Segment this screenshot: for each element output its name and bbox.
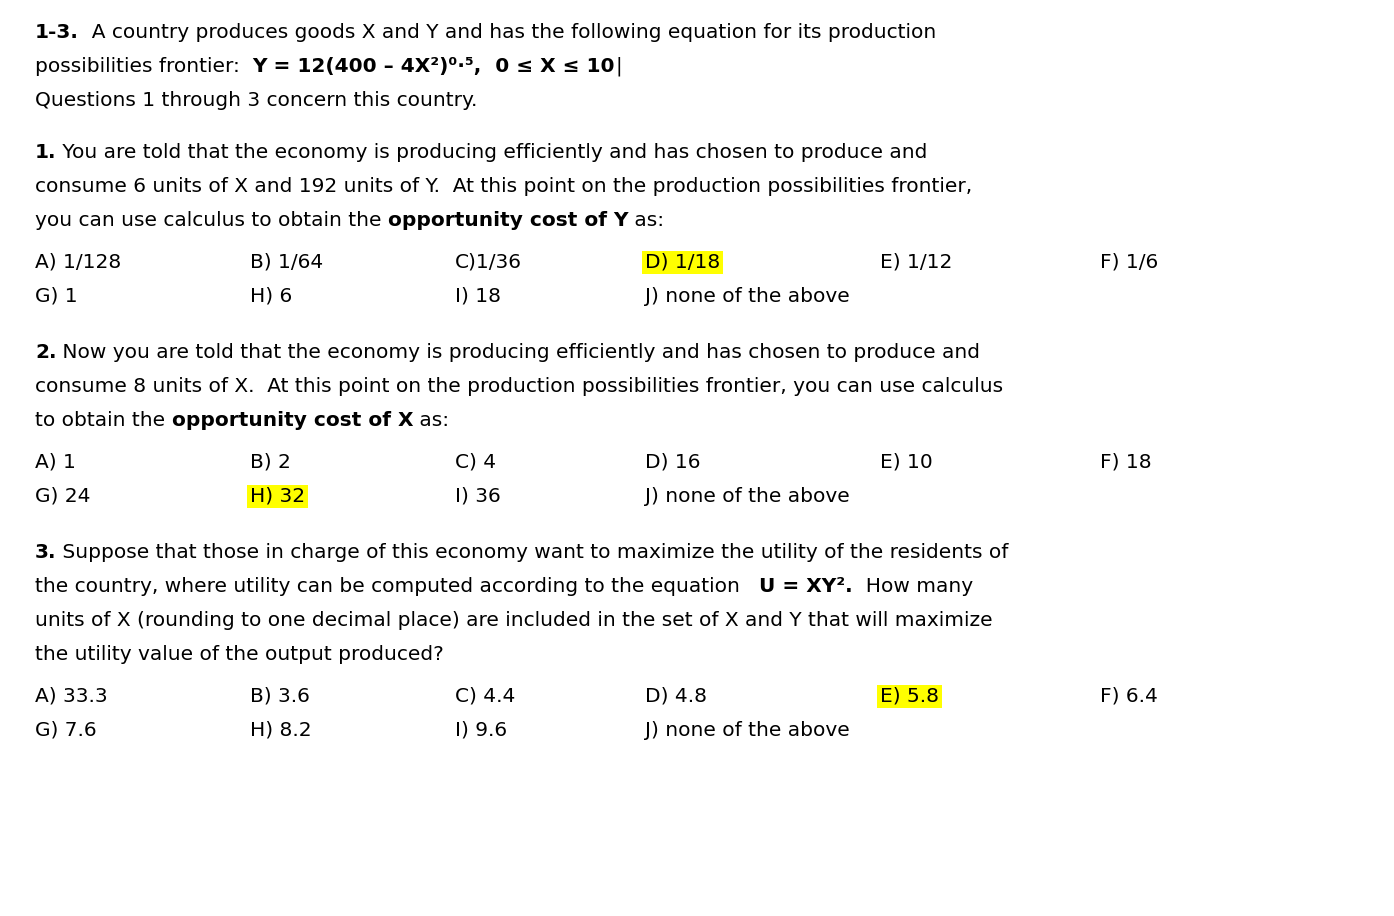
Text: Suppose that those in charge of this economy want to maximize the utility of the: Suppose that those in charge of this eco… (57, 543, 1009, 562)
Text: H) 8.2: H) 8.2 (250, 721, 312, 740)
Text: I) 9.6: I) 9.6 (454, 721, 507, 740)
Text: C) 4.4: C) 4.4 (454, 687, 516, 706)
Text: E) 1/12: E) 1/12 (880, 253, 952, 272)
Text: A) 33.3: A) 33.3 (35, 687, 107, 706)
Text: How many: How many (853, 577, 973, 596)
Text: E) 10: E) 10 (880, 453, 933, 472)
Text: consume 6 units of X and 192 units of Y.  At this point on the production possib: consume 6 units of X and 192 units of Y.… (35, 177, 972, 196)
Text: B) 3.6: B) 3.6 (250, 687, 309, 706)
Text: G) 24: G) 24 (35, 487, 91, 506)
Text: 3.: 3. (35, 543, 57, 562)
Text: B) 1/64: B) 1/64 (250, 253, 323, 272)
Text: Questions 1 through 3 concern this country.: Questions 1 through 3 concern this count… (35, 91, 477, 110)
Text: F) 6.4: F) 6.4 (1100, 687, 1158, 706)
Text: 1-3.: 1-3. (35, 23, 79, 42)
Text: J) none of the above: J) none of the above (645, 287, 850, 306)
Text: C)1/36: C)1/36 (454, 253, 521, 272)
Text: to obtain the: to obtain the (35, 411, 171, 430)
Text: A) 1: A) 1 (35, 453, 75, 472)
Text: J) none of the above: J) none of the above (645, 721, 850, 740)
Text: you can use calculus to obtain the: you can use calculus to obtain the (35, 211, 388, 230)
Text: D) 16: D) 16 (645, 453, 701, 472)
Text: I) 18: I) 18 (454, 287, 500, 306)
Text: You are told that the economy is producing efficiently and has chosen to produce: You are told that the economy is produci… (57, 143, 928, 162)
Text: the country, where utility can be computed according to the equation: the country, where utility can be comput… (35, 577, 758, 596)
Text: E) 5.8: E) 5.8 (880, 687, 940, 706)
Text: Now you are told that the economy is producing efficiently and has chosen to pro: Now you are told that the economy is pro… (57, 343, 980, 362)
Text: A country produces goods X and Y and has the following equation for its producti: A country produces goods X and Y and has… (79, 23, 937, 42)
Text: H) 32: H) 32 (250, 487, 305, 506)
Text: G) 7.6: G) 7.6 (35, 721, 96, 740)
Text: as:: as: (413, 411, 449, 430)
Text: consume 8 units of X.  At this point on the production possibilities frontier, y: consume 8 units of X. At this point on t… (35, 377, 1004, 396)
Text: Y = 12(400 – 4X²)⁰⋅⁵,  0 ≤ X ≤ 10: Y = 12(400 – 4X²)⁰⋅⁵, 0 ≤ X ≤ 10 (252, 57, 615, 76)
Text: I) 36: I) 36 (454, 487, 500, 506)
Text: possibilities frontier:: possibilities frontier: (35, 57, 252, 76)
Text: opportunity cost of X: opportunity cost of X (171, 411, 413, 430)
Text: F) 1/6: F) 1/6 (1100, 253, 1158, 272)
Text: |: | (615, 57, 622, 77)
Text: J) none of the above: J) none of the above (645, 487, 850, 506)
Text: D) 4.8: D) 4.8 (645, 687, 707, 706)
Text: 2.: 2. (35, 343, 57, 362)
Bar (247, 485, 308, 508)
Text: B) 2: B) 2 (250, 453, 291, 472)
Text: the utility value of the output produced?: the utility value of the output produced… (35, 645, 443, 664)
Text: F) 18: F) 18 (1100, 453, 1151, 472)
Text: H) 6: H) 6 (250, 287, 293, 306)
Text: C) 4: C) 4 (454, 453, 496, 472)
Text: 1.: 1. (35, 143, 57, 162)
Bar (643, 251, 723, 274)
Text: G) 1: G) 1 (35, 287, 78, 306)
Text: opportunity cost of Y: opportunity cost of Y (388, 211, 629, 230)
Text: D) 1/18: D) 1/18 (645, 253, 721, 272)
Text: units of X (rounding to one decimal place) are included in the set of X and Y th: units of X (rounding to one decimal plac… (35, 611, 993, 630)
Text: U = XY².: U = XY². (758, 577, 853, 596)
Text: as:: as: (629, 211, 665, 230)
Text: A) 1/128: A) 1/128 (35, 253, 121, 272)
Bar (877, 685, 942, 708)
